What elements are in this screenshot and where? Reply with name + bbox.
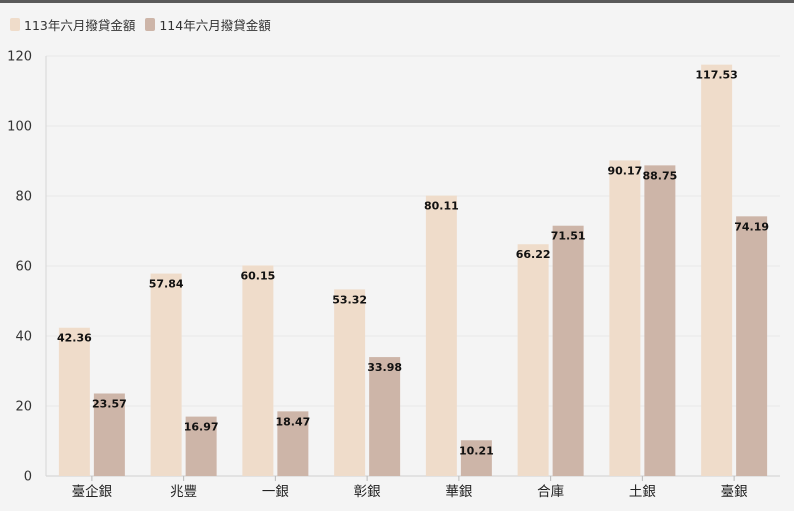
data-label: 66.22 [516,248,551,261]
data-label: 57.84 [149,278,184,291]
y-tick-label: 20 [15,400,32,415]
data-label: 74.19 [734,220,769,233]
y-tick-label: 0 [24,470,32,485]
legend: 113年六月撥貸金額 114年六月撥貸金額 [10,15,271,34]
data-label: 16.97 [184,421,219,434]
bar-series-2[interactable] [93,393,125,476]
data-label: 60.15 [240,269,275,282]
x-tick-label: 一銀 [262,484,289,500]
bar-series-1[interactable] [334,289,366,476]
x-tick-label: 彰銀 [354,483,381,500]
x-tick-label: 土銀 [629,484,657,500]
x-tick-label: 臺銀 [721,484,749,500]
y-tick-label: 120 [7,50,32,65]
bar-series-2[interactable] [736,216,768,476]
data-label: 10.21 [459,444,494,457]
bar-series-1[interactable] [242,265,274,476]
bar-series-2[interactable] [185,416,217,476]
bar-series-1[interactable] [517,244,549,476]
data-label: 33.98 [367,361,402,374]
top-border [0,0,794,3]
y-tick-label: 100 [7,120,32,135]
legend-item-series-2[interactable]: 114年六月撥貸金額 [145,15,271,34]
x-tick-label: 合庫 [537,484,564,500]
data-label: 23.57 [92,398,127,411]
data-label: 42.36 [57,332,92,345]
y-tick-label: 60 [15,260,32,275]
x-tick-label: 兆豐 [170,484,197,500]
bar-series-1[interactable] [425,195,457,477]
legend-label-series-2: 114年六月撥貸金額 [159,18,271,33]
bar-series-1[interactable] [150,273,182,476]
bar-series-2[interactable] [460,440,492,476]
legend-item-series-1[interactable]: 113年六月撥貸金額 [10,15,135,34]
legend-swatch-series-2 [145,18,156,31]
data-label: 88.75 [642,169,677,182]
y-tick-label: 80 [15,190,32,205]
data-label: 90.17 [607,164,642,177]
bar-series-2[interactable] [369,357,401,476]
data-label: 71.51 [551,230,586,243]
data-label: 53.32 [332,293,367,306]
bar-series-1[interactable] [609,160,641,476]
data-label: 18.47 [275,415,310,428]
bar-series-1[interactable] [701,64,733,477]
bar-series-2[interactable] [552,225,584,476]
legend-label-series-1: 113年六月撥貸金額 [24,18,136,33]
x-tick-label: 臺企銀 [72,483,113,500]
y-tick-label: 40 [15,330,32,345]
bar-series-2[interactable] [644,165,676,476]
data-label: 117.53 [695,69,737,82]
legend-swatch-series-1 [10,18,20,31]
bar-series-2[interactable] [277,411,309,476]
bar-series-1[interactable] [58,327,90,476]
x-tick-label: 華銀 [445,484,472,500]
data-label: 80.11 [424,200,459,213]
